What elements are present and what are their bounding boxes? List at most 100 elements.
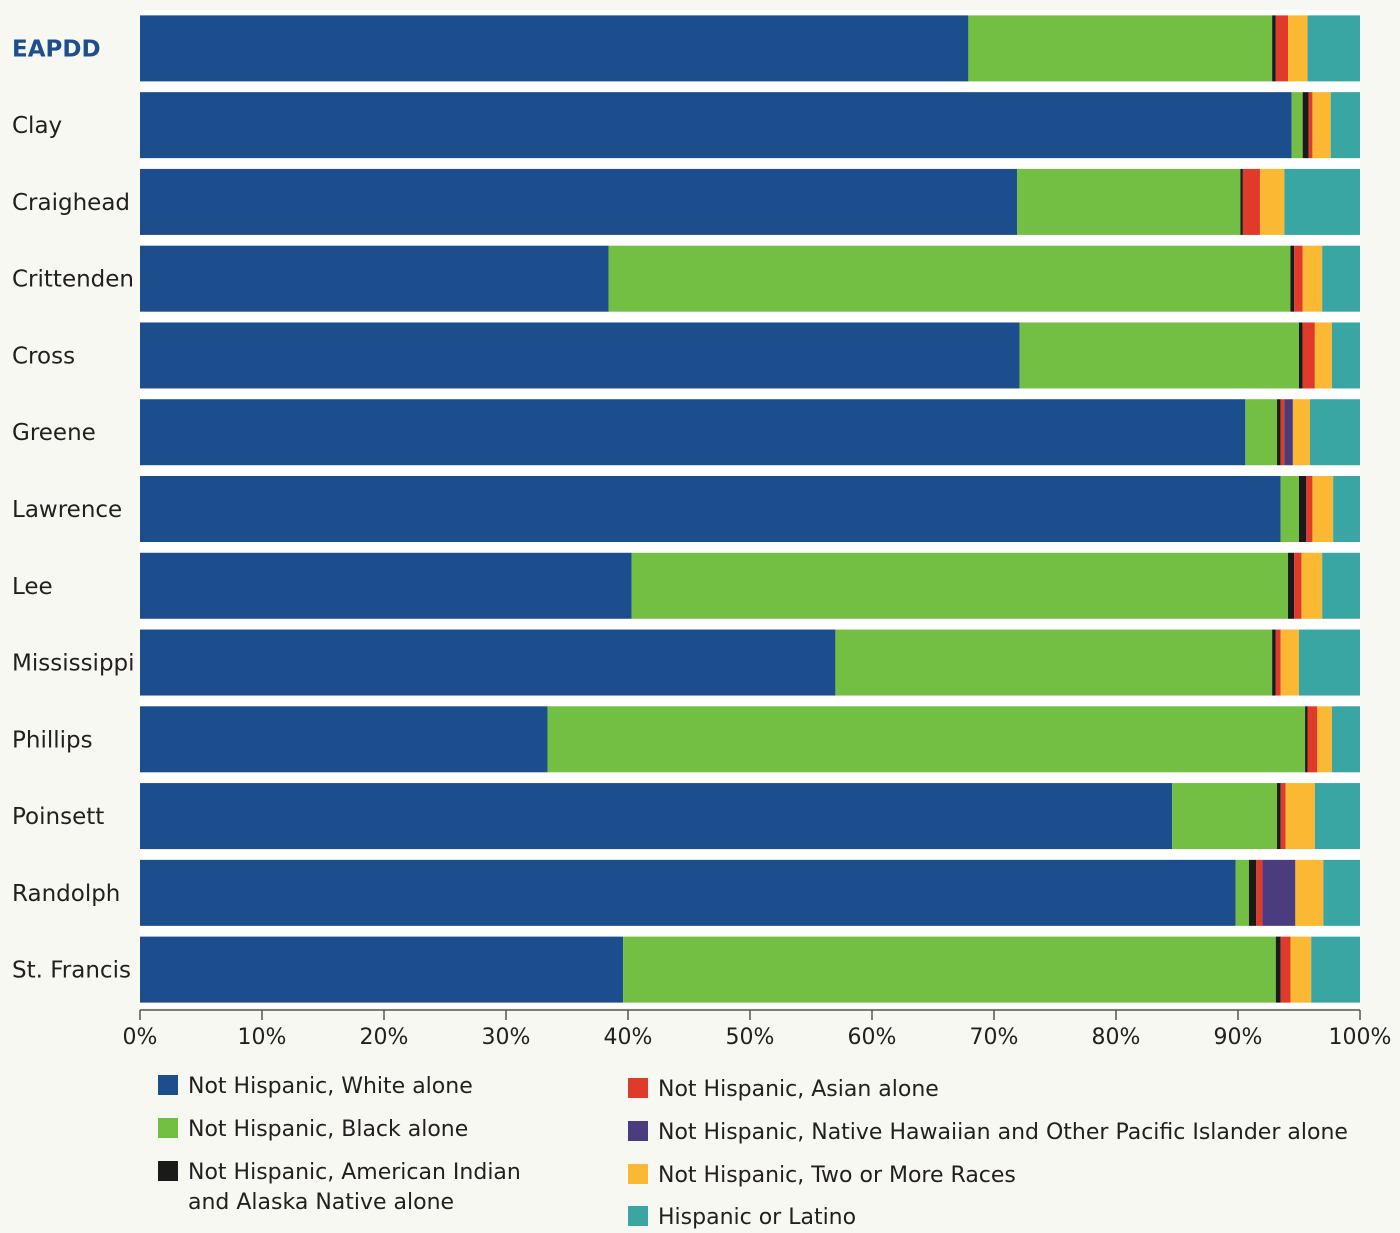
bar-segment <box>1294 245 1303 312</box>
bar-segment <box>1311 936 1360 1003</box>
bar-segment <box>1292 399 1310 466</box>
bar-segment <box>1284 168 1360 235</box>
bar-segment <box>1245 399 1278 466</box>
bar-segment <box>1259 168 1285 235</box>
bar-segment <box>1307 15 1360 82</box>
bar-segment <box>1302 245 1323 312</box>
bar-segment <box>1275 629 1281 696</box>
category-label: Crittenden <box>12 267 134 293</box>
bar-row <box>140 706 1360 773</box>
bar-row <box>140 552 1360 619</box>
bar-segment <box>547 706 1306 773</box>
bar-segment <box>968 15 1273 82</box>
bar-segment <box>1317 706 1332 773</box>
category-label: Poinsett <box>12 804 104 830</box>
bar-segment <box>1308 92 1313 159</box>
bar-segment <box>1299 476 1307 542</box>
bar-segment <box>1333 476 1360 542</box>
bar-segment <box>1277 399 1281 466</box>
bar-segment <box>1288 15 1308 82</box>
category-label: Clay <box>12 113 62 139</box>
bar-segment <box>1314 783 1360 850</box>
bar-segment <box>140 936 624 1003</box>
bar-segment <box>140 168 1018 235</box>
bar-segment <box>835 629 1273 696</box>
bar-segment <box>1280 476 1299 542</box>
bar-row <box>140 168 1360 235</box>
bar-row <box>140 15 1360 82</box>
bar-segment <box>140 706 548 773</box>
bar-segment <box>1285 783 1315 850</box>
bar-segment <box>140 629 836 696</box>
bar-segment <box>1235 859 1249 926</box>
bar-segment <box>631 552 1289 619</box>
bar-segment <box>140 322 1020 389</box>
bar-segment <box>140 399 1246 466</box>
x-tick-label: 70% <box>970 1025 1019 1050</box>
category-label: Lee <box>12 574 53 600</box>
bar-row <box>140 476 1360 542</box>
bar-row <box>140 399 1360 466</box>
bar-segment <box>1275 15 1289 82</box>
bar-segment <box>1280 783 1286 850</box>
bar-row <box>140 783 1360 850</box>
category-label: EAPDD <box>12 36 101 62</box>
bar-segment <box>1309 399 1360 466</box>
bar-segment <box>1312 92 1331 159</box>
bar-segment <box>1172 783 1278 850</box>
category-label: St. Francis <box>12 958 131 984</box>
x-tick-label: 40% <box>604 1025 653 1050</box>
x-tick-label: 60% <box>848 1025 897 1050</box>
bar-segment <box>1299 629 1360 696</box>
bar-segment <box>140 92 1292 159</box>
bar-segment <box>1280 399 1285 466</box>
x-tick-label: 50% <box>726 1025 775 1050</box>
category-label: Lawrence <box>12 497 122 523</box>
bar-segment <box>1272 15 1276 82</box>
bar-segment <box>1306 476 1313 542</box>
bar-segment <box>1314 322 1332 389</box>
category-label: Phillips <box>12 727 93 753</box>
bar-segment <box>1017 168 1241 235</box>
bar-segment <box>1284 399 1293 466</box>
bar-segment <box>1307 706 1318 773</box>
bar-segment <box>1290 245 1295 312</box>
x-tick-label: 20% <box>360 1025 409 1050</box>
category-label: Mississippi <box>12 651 135 677</box>
bar-segment <box>1305 706 1308 773</box>
bar-segment <box>140 245 609 312</box>
bar-row <box>140 92 1360 159</box>
bar-segment <box>140 783 1173 850</box>
bar-segment <box>1240 168 1243 235</box>
bar-segment <box>140 15 969 82</box>
bar-segment <box>1277 783 1281 850</box>
bar-segment <box>1312 476 1334 542</box>
x-tick-label: 90% <box>1214 1025 1263 1050</box>
bar-row <box>140 245 1360 312</box>
bar-segment <box>1288 552 1295 619</box>
bar-row <box>140 629 1360 696</box>
bar-segment <box>1291 92 1303 159</box>
bar-segment <box>1262 859 1296 926</box>
category-label: Craighead <box>12 190 130 216</box>
bar-segment <box>1299 322 1303 389</box>
bar-segment <box>1323 859 1360 926</box>
bar-segment <box>1302 92 1309 159</box>
category-label: Greene <box>12 420 96 446</box>
bar-row <box>140 859 1360 926</box>
bar-segment <box>1331 322 1360 389</box>
bar-segment <box>1019 322 1299 389</box>
x-tick-label: 10% <box>238 1025 287 1050</box>
bar-segment <box>1275 936 1281 1003</box>
x-tick-label: 100% <box>1329 1025 1392 1050</box>
bar-segment <box>1248 859 1257 926</box>
category-label: Cross <box>12 343 75 369</box>
category-label: Randolph <box>12 881 120 907</box>
bar-segment <box>623 936 1276 1003</box>
bar-segment <box>1256 859 1263 926</box>
bar-segment <box>608 245 1291 312</box>
x-tick-label: 0% <box>123 1025 158 1050</box>
bar-segment <box>1295 859 1324 926</box>
bar-segment <box>140 859 1236 926</box>
